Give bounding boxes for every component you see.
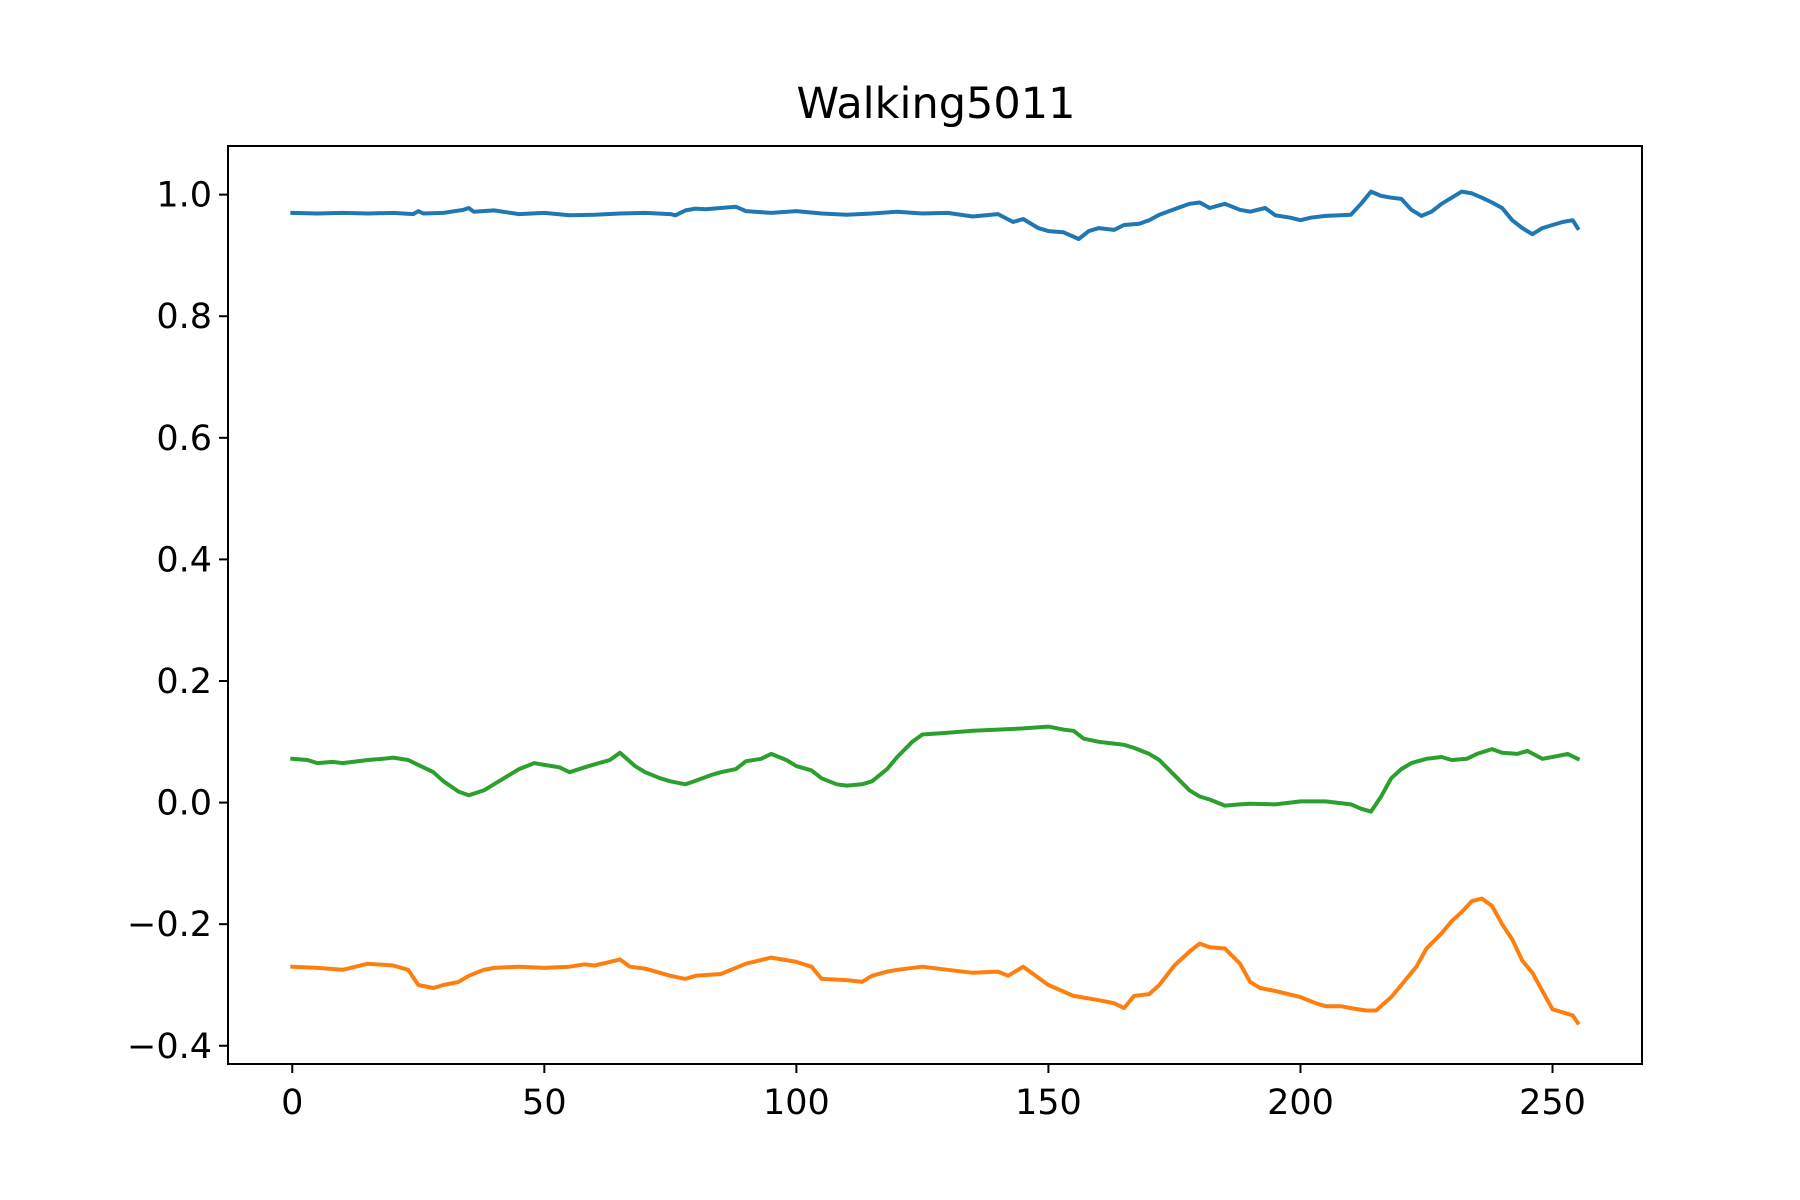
y-tick-label: 0.2 xyxy=(156,662,212,702)
y-tick-label: −0.4 xyxy=(127,1027,212,1067)
y-tick-label: −0.2 xyxy=(127,905,212,945)
x-tick-label: 0 xyxy=(281,1083,303,1123)
series-layer xyxy=(290,189,1581,1026)
chart-title: Walking5011 xyxy=(797,79,1076,129)
y-tick-label: 0.6 xyxy=(156,419,212,459)
series-line-1 xyxy=(290,189,1581,241)
y-axis: −0.4 −0.2 0.0 0.2 0.4 0.6 0.8 1.0 xyxy=(127,176,228,1067)
plot-frame xyxy=(227,145,1643,1065)
x-tick-label: 200 xyxy=(1267,1083,1334,1123)
y-tick-label: 0.4 xyxy=(156,540,212,580)
x-axis: 0 50 100 150 200 250 xyxy=(281,1064,1586,1123)
x-tick-label: 150 xyxy=(1015,1083,1082,1123)
x-tick-label: 100 xyxy=(763,1083,830,1123)
y-tick-label: 1.0 xyxy=(156,176,212,216)
series-line-3 xyxy=(290,724,1581,814)
y-tick-label: 0.0 xyxy=(156,784,212,824)
x-tick-label: 250 xyxy=(1519,1083,1586,1123)
y-tick-label: 0.8 xyxy=(156,297,212,337)
x-tick-label: 50 xyxy=(522,1083,567,1123)
series-line-2 xyxy=(290,896,1581,1026)
